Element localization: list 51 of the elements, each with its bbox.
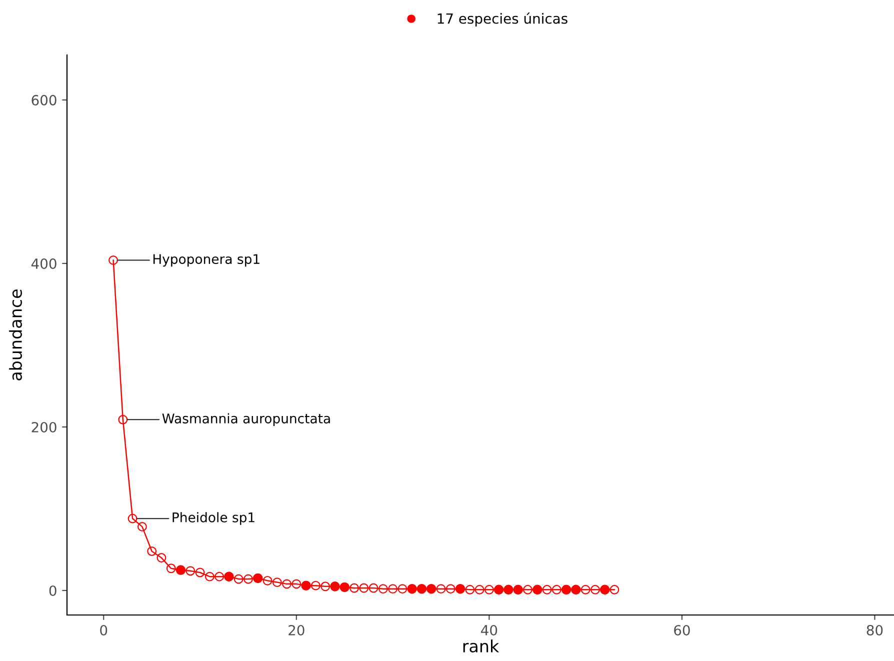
x-axis-title: rank xyxy=(463,640,500,652)
point xyxy=(590,584,600,594)
x-tick-label: 0 xyxy=(100,624,108,636)
point xyxy=(186,566,196,576)
annotation: Pheidole sp1 xyxy=(172,512,254,525)
point xyxy=(474,584,484,594)
legend-label: 17 especies únicas xyxy=(438,12,568,26)
point xyxy=(436,584,446,594)
point xyxy=(523,584,532,594)
y-tick-label: 400 xyxy=(31,258,56,269)
point xyxy=(465,584,475,594)
point xyxy=(243,574,253,584)
point xyxy=(262,576,272,586)
point xyxy=(368,583,378,593)
y-tick-label: 0 xyxy=(49,585,56,596)
point xyxy=(118,414,128,424)
point xyxy=(166,564,176,574)
point xyxy=(282,579,292,589)
x-tick-label: 40 xyxy=(481,624,498,636)
point xyxy=(552,584,562,594)
annotation: Wasmannia auropunctata xyxy=(162,413,330,426)
point xyxy=(484,584,494,594)
point xyxy=(108,255,118,265)
point xyxy=(272,578,282,588)
point xyxy=(359,583,369,593)
point xyxy=(195,568,205,578)
y-tick-label: 600 xyxy=(32,94,56,106)
x-tick-label: 80 xyxy=(866,624,883,636)
point xyxy=(292,579,302,589)
point xyxy=(378,584,388,594)
point xyxy=(398,584,408,594)
point xyxy=(156,553,166,562)
point xyxy=(320,582,330,592)
point xyxy=(350,583,359,593)
point xyxy=(542,584,552,594)
point xyxy=(610,584,620,594)
point xyxy=(147,546,157,556)
point xyxy=(137,522,147,532)
x-tick-label: 20 xyxy=(288,624,304,636)
y-tick-label: 200 xyxy=(32,422,56,432)
annotation: Hypoponera sp1 xyxy=(153,254,260,267)
point xyxy=(214,572,224,582)
point xyxy=(310,580,320,590)
point xyxy=(234,574,244,584)
x-tick-label: 60 xyxy=(674,624,690,636)
point xyxy=(388,584,398,594)
point xyxy=(446,584,456,594)
point xyxy=(128,514,138,524)
y-axis-title: abundance xyxy=(9,290,22,380)
point xyxy=(204,572,214,582)
point xyxy=(580,584,590,594)
